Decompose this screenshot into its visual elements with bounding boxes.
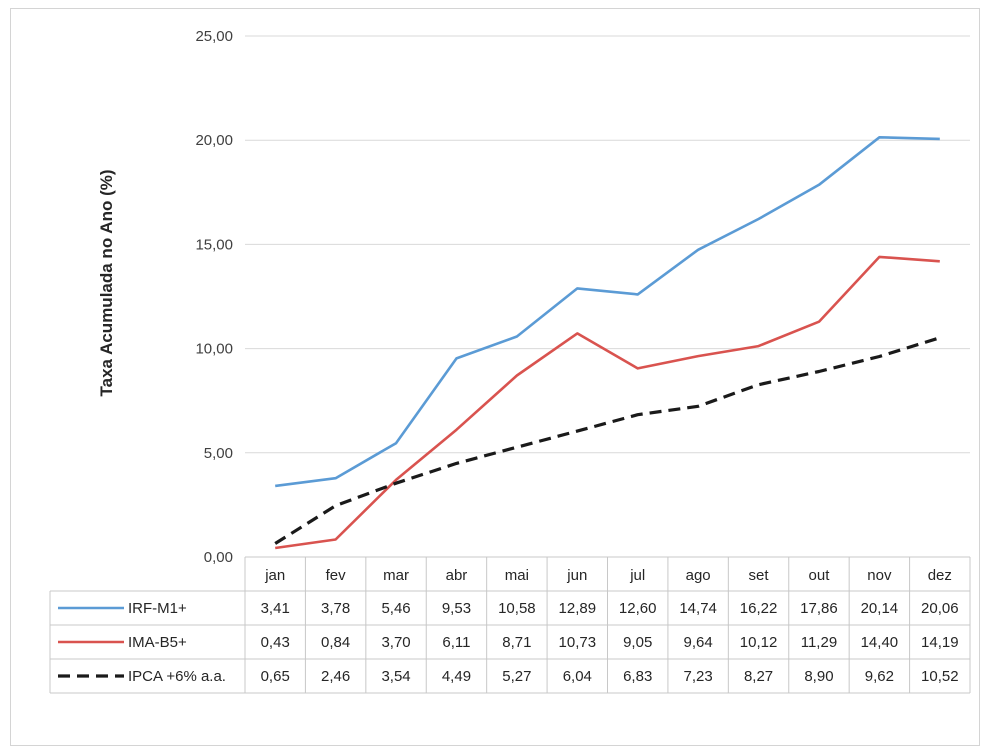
y-tick-label: 0,00 <box>204 549 233 566</box>
y-tick-label: 5,00 <box>204 445 233 462</box>
data-value-label: 4,49 <box>442 668 471 685</box>
data-value-label: 0,43 <box>261 634 290 651</box>
data-value-label: 9,64 <box>684 634 713 651</box>
x-tick-label: jul <box>629 567 645 584</box>
data-value-label: 12,60 <box>619 600 657 617</box>
data-value-label: 8,90 <box>804 668 833 685</box>
data-value-label: 10,73 <box>559 634 597 651</box>
x-tick-label: fev <box>326 567 347 584</box>
data-value-label: 9,05 <box>623 634 652 651</box>
y-tick-label: 20,00 <box>195 132 233 149</box>
data-value-label: 5,27 <box>502 668 531 685</box>
legend-label: IMA-B5+ <box>128 634 187 651</box>
data-value-label: 17,86 <box>800 600 838 617</box>
data-value-label: 14,74 <box>679 600 717 617</box>
data-value-label: 10,12 <box>740 634 778 651</box>
data-value-label: 12,89 <box>559 600 597 617</box>
x-tick-label: abr <box>446 567 468 584</box>
data-value-label: 14,40 <box>861 634 899 651</box>
data-value-label: 3,70 <box>381 634 410 651</box>
data-value-label: 0,65 <box>261 668 290 685</box>
data-value-label: 9,53 <box>442 600 471 617</box>
data-value-label: 3,54 <box>381 668 410 685</box>
gridlines <box>245 35 970 558</box>
data-value-label: 7,23 <box>684 668 713 685</box>
y-tick-labels: 0,00 5,00 10,00 15,00 20,00 25,00 <box>195 28 233 566</box>
data-value-label: 16,22 <box>740 600 778 617</box>
series-lines <box>274 136 941 550</box>
data-value-label: 3,41 <box>261 600 290 617</box>
data-value-label: 2,46 <box>321 668 350 685</box>
x-tick-label: nov <box>867 567 892 584</box>
data-value-label: 6,04 <box>563 668 592 685</box>
data-value-label: 9,62 <box>865 668 894 685</box>
y-tick-label: 25,00 <box>195 28 233 45</box>
data-table: jan fev mar abr mai jun jul ago set out nov dez IRF-… <box>49 556 971 694</box>
x-tick-label: mai <box>505 567 529 584</box>
series-line-3 <box>274 336 941 545</box>
x-tick-label: jun <box>566 567 587 584</box>
data-value-label: 14,19 <box>921 634 959 651</box>
data-value-label: 5,46 <box>381 600 410 617</box>
data-value-label: 3,78 <box>321 600 350 617</box>
data-value-label: 11,29 <box>801 634 837 651</box>
data-value-label: 10,52 <box>921 668 959 685</box>
series-line-1 <box>275 136 940 488</box>
data-value-label: 8,27 <box>744 668 773 685</box>
y-tick-label: 15,00 <box>195 236 233 253</box>
data-value-label: 10,58 <box>498 600 536 617</box>
y-tick-label: 10,00 <box>195 341 233 358</box>
x-tick-label: out <box>809 567 831 584</box>
data-value-label: 0,84 <box>321 634 350 651</box>
legend-label: IRF-M1+ <box>128 600 187 617</box>
legend-label: IPCA +6% a.a. <box>128 668 226 685</box>
x-tick-label: jan <box>264 567 285 584</box>
data-value-label: 6,83 <box>623 668 652 685</box>
x-tick-label: set <box>749 567 770 584</box>
x-tick-label: dez <box>928 567 952 584</box>
x-tick-label: mar <box>383 567 409 584</box>
y-axis-label: Taxa Acumulada no Ano (%) <box>97 169 116 396</box>
chart-sheet <box>10 8 980 746</box>
data-value-label: 8,71 <box>502 634 531 651</box>
data-value-label: 6,11 <box>442 634 470 651</box>
data-value-label: 20,06 <box>921 600 959 617</box>
data-value-label: 20,14 <box>861 600 899 617</box>
x-tick-label: ago <box>686 567 711 584</box>
series-line-2 <box>275 255 940 550</box>
